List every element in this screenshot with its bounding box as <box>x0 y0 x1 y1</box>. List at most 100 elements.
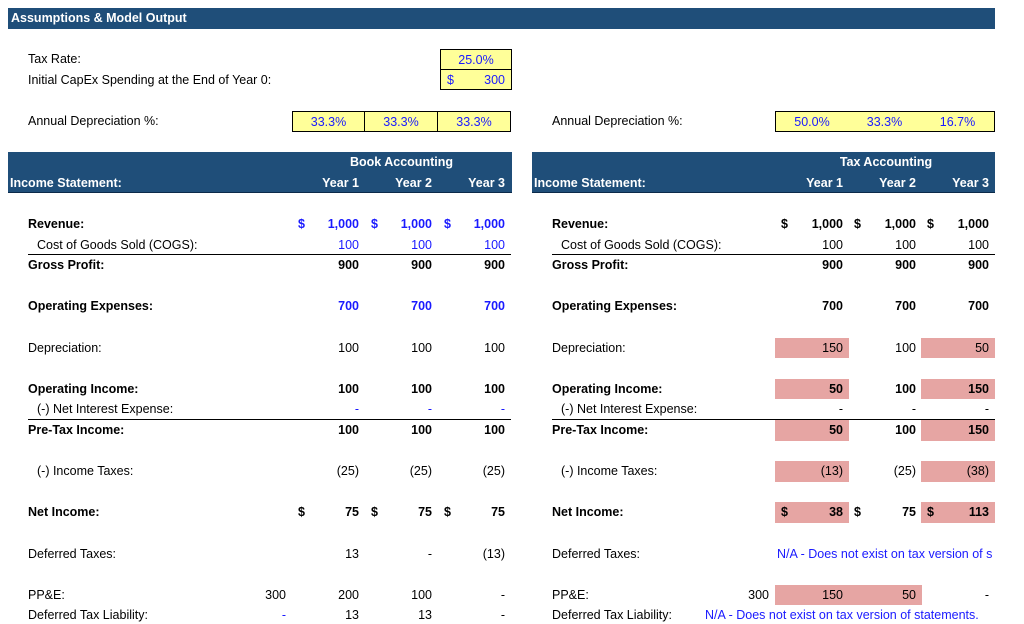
cell: (38) <box>921 461 995 482</box>
cell: - <box>911 402 916 417</box>
cell: 100 <box>411 587 432 602</box>
cell: 100 <box>411 340 432 355</box>
row-label: Operating Expenses: <box>28 299 154 314</box>
cell-value: 1,000 <box>473 217 505 231</box>
cell: 100 <box>338 381 359 396</box>
cell-value: 75 <box>345 505 359 520</box>
cell: 100 <box>484 237 505 252</box>
note: N/A - Does not exist on tax version of s… <box>705 608 979 623</box>
cell: $75 <box>848 502 922 523</box>
cell: - <box>500 402 505 417</box>
cell: 100 <box>484 340 505 355</box>
cell: - <box>984 587 989 602</box>
header-band <box>532 152 995 194</box>
row-label: Operating Expenses: <box>552 299 678 314</box>
cell: 700 <box>484 299 505 314</box>
cell: 100 <box>968 237 989 252</box>
cell-value: 1,000 <box>957 217 989 231</box>
cell: 300 <box>265 587 286 602</box>
row-label: PP&E: <box>552 587 589 602</box>
cell: - <box>500 587 505 602</box>
row-label: (-) Income Taxes: <box>561 464 658 479</box>
row-label: Gross Profit: <box>552 258 629 273</box>
cell: 100 <box>484 381 505 396</box>
cell: 900 <box>968 258 989 273</box>
cell: $1,000 <box>848 214 922 235</box>
cell: 200 <box>338 587 359 602</box>
year-header: Year 1 <box>322 175 359 190</box>
year-header: Year 3 <box>468 175 505 190</box>
cell: 900 <box>822 258 843 273</box>
cell: - <box>984 402 989 417</box>
header-label: Income Statement: <box>10 175 122 190</box>
row-border <box>552 254 995 256</box>
cell: (25) <box>893 464 916 479</box>
cell: $75 <box>365 502 438 523</box>
label: Annual Depreciation %: <box>552 114 683 128</box>
row-border <box>552 419 995 420</box>
cell-value: 75 <box>491 505 505 520</box>
input-cell: 33.3% <box>292 111 365 132</box>
cell: $1,000 <box>921 214 995 235</box>
cell: $1,000 <box>438 214 511 235</box>
cell: 100 <box>411 237 432 252</box>
cell: $1,000 <box>775 214 849 235</box>
input-cell: 33.3% <box>438 111 511 132</box>
row-label: Revenue: <box>552 217 609 231</box>
label: Annual Depreciation %: <box>28 114 159 128</box>
cell: $75 <box>438 502 511 523</box>
currency-symbol: $ <box>444 505 451 520</box>
cell: - <box>427 546 432 561</box>
row-label: Net Income: <box>28 505 100 520</box>
cell: 50 <box>775 378 849 400</box>
row-label: Pre-Tax Income: <box>552 423 649 437</box>
year-header: Year 2 <box>395 175 432 190</box>
row-label: Depreciation: <box>28 340 102 355</box>
row-label: Cost of Goods Sold (COGS): <box>37 237 198 252</box>
cell: 700 <box>895 299 916 314</box>
currency-symbol: $ <box>298 505 305 520</box>
cell-value: 1,000 <box>400 217 432 231</box>
header-label: Income Statement: <box>534 175 646 190</box>
row-label: Cost of Goods Sold (COGS): <box>561 237 722 252</box>
cell: 900 <box>484 258 505 273</box>
cell: $38 <box>775 502 849 523</box>
row-label: PP&E: <box>28 587 65 602</box>
cell-value: 38 <box>829 505 843 520</box>
cell: - <box>281 608 286 623</box>
cell: 100 <box>895 340 916 355</box>
year-header: Year 1 <box>806 175 843 190</box>
cell: - <box>354 402 359 417</box>
currency-symbol: $ <box>298 217 305 231</box>
currency-symbol: $ <box>371 505 378 520</box>
cell: $113 <box>921 502 995 523</box>
cell: (25) <box>336 464 359 479</box>
section-title: Tax Accounting <box>839 155 933 170</box>
cell-value: 75 <box>418 505 432 520</box>
cell: 150 <box>921 420 995 441</box>
cell: 700 <box>338 299 359 314</box>
row-label: Depreciation: <box>552 340 626 355</box>
cell: 150 <box>921 378 995 400</box>
row-label: (-) Net Interest Expense: <box>37 402 174 417</box>
row-label: Operating Income: <box>552 381 663 396</box>
cell: 700 <box>822 299 843 314</box>
cell: 900 <box>411 258 432 273</box>
cell: 900 <box>338 258 359 273</box>
section-title: Book Accounting <box>349 155 453 170</box>
cell-value: 1,000 <box>884 217 916 231</box>
note: N/A - Does not exist on tax version of s <box>777 546 993 561</box>
cell: 13 <box>418 608 432 623</box>
row-border <box>28 419 511 420</box>
row-label: Deferred Taxes: <box>552 546 641 561</box>
row-label: Deferred Tax Liability: <box>28 608 148 623</box>
cell: (25) <box>482 464 505 479</box>
row-label: (-) Net Interest Expense: <box>561 402 698 417</box>
cell-value: 1,000 <box>811 217 843 231</box>
cell: 13 <box>345 546 359 561</box>
currency-symbol: $ <box>447 72 454 87</box>
input-cell: 25.0% <box>440 49 512 70</box>
cell-value: 1,000 <box>327 217 359 231</box>
currency-symbol: $ <box>371 217 378 231</box>
